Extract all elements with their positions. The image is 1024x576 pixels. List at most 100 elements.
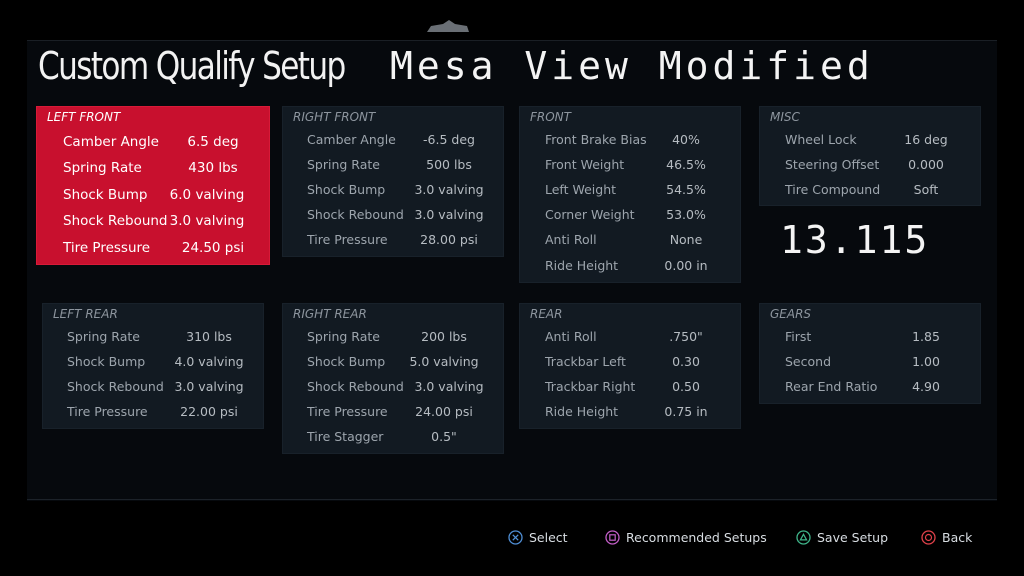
setting-row[interactable]: Spring Rate 200 lbs xyxy=(283,329,503,349)
setting-value: 1.00 xyxy=(912,354,940,369)
setting-label: Tire Pressure xyxy=(307,404,388,419)
setting-row[interactable]: Shock Bump 4.0 valving xyxy=(43,354,263,374)
setting-value: 0.5" xyxy=(431,429,457,444)
setting-value: 3.0 valving xyxy=(174,379,244,394)
setting-value: 0.30 xyxy=(672,354,700,369)
setting-value: 24.50 psi xyxy=(181,240,245,256)
setting-row[interactable]: Anti Roll None xyxy=(520,232,740,252)
select-label: Select xyxy=(529,530,568,545)
setting-row[interactable]: Tire Pressure 24.50 psi xyxy=(37,240,269,260)
setting-label: Shock Rebound xyxy=(67,379,164,394)
setting-row[interactable]: Trackbar Left 0.30 xyxy=(520,354,740,374)
select-button[interactable]: Select xyxy=(508,530,568,545)
setting-row[interactable]: Spring Rate 430 lbs xyxy=(37,160,269,180)
setting-value: 6.5 deg xyxy=(187,134,239,150)
recommended-setups-button[interactable]: Recommended Setups xyxy=(605,530,767,545)
setting-row[interactable]: Front Weight 46.5% xyxy=(520,157,740,177)
setting-row[interactable]: Left Weight 54.5% xyxy=(520,182,740,202)
page-title: Custom Qualify Setup xyxy=(38,44,346,88)
setting-value: 54.5% xyxy=(666,182,706,197)
setting-row[interactable]: Front Brake Bias 40% xyxy=(520,132,740,152)
panel-title: REAR xyxy=(530,307,563,321)
setting-label: Rear End Ratio xyxy=(785,379,878,394)
setting-row[interactable]: Shock Rebound 3.0 valving xyxy=(283,207,503,227)
setting-row[interactable]: Ride Height 0.00 in xyxy=(520,258,740,278)
setting-row[interactable]: Shock Rebound 3.0 valving xyxy=(283,379,503,399)
panel-left-front[interactable]: LEFT FRONT Camber Angle 6.5 deg Spring R… xyxy=(36,106,270,265)
setting-row[interactable]: Rear End Ratio 4.90 xyxy=(760,379,980,399)
setting-value: 310 lbs xyxy=(186,329,232,344)
setting-label: Shock Rebound xyxy=(63,213,168,229)
setting-value: 28.00 psi xyxy=(420,232,478,247)
setting-row[interactable]: Wheel Lock 16 deg xyxy=(760,132,980,152)
setting-label: Tire Pressure xyxy=(67,404,148,419)
setting-row[interactable]: Shock Bump 3.0 valving xyxy=(283,182,503,202)
setting-row[interactable]: Camber Angle -6.5 deg xyxy=(283,132,503,152)
setting-row[interactable]: Tire Compound Soft xyxy=(760,182,980,202)
setting-value: 22.00 psi xyxy=(180,404,238,419)
setting-value: Soft xyxy=(913,182,939,197)
setting-label: Shock Bump xyxy=(307,354,386,369)
setting-row[interactable]: Trackbar Right 0.50 xyxy=(520,379,740,399)
setting-row[interactable]: Spring Rate 310 lbs xyxy=(43,329,263,349)
panel-gears[interactable]: GEARS First 1.85 Second 1.00 Rear End Ra… xyxy=(759,303,981,404)
setting-value: 4.0 valving xyxy=(174,354,244,369)
panel-left-rear[interactable]: LEFT REAR Spring Rate 310 lbs Shock Bump… xyxy=(42,303,264,429)
setting-value: 3.0 valving xyxy=(414,182,484,197)
panel-right-front[interactable]: RIGHT FRONT Camber Angle -6.5 deg Spring… xyxy=(282,106,504,257)
setting-row[interactable]: Tire Stagger 0.5" xyxy=(283,429,503,449)
panel-front[interactable]: FRONT Front Brake Bias 40% Front Weight … xyxy=(519,106,741,283)
setting-row[interactable]: Corner Weight 53.0% xyxy=(520,207,740,227)
setting-value: 24.00 psi xyxy=(415,404,473,419)
setting-label: Camber Angle xyxy=(63,134,159,150)
setting-value: 500 lbs xyxy=(426,157,472,172)
setting-row[interactable]: Second 1.00 xyxy=(760,354,980,374)
save-setup-button[interactable]: Save Setup xyxy=(796,530,888,545)
setting-row[interactable]: Shock Rebound 3.0 valving xyxy=(37,213,269,233)
setting-row[interactable]: Spring Rate 500 lbs xyxy=(283,157,503,177)
setting-row[interactable]: Steering Offset 0.000 xyxy=(760,157,980,177)
panel-rear[interactable]: REAR Anti Roll .750" Trackbar Left 0.30 … xyxy=(519,303,741,429)
setting-label: Corner Weight xyxy=(545,207,635,222)
setting-row[interactable]: Ride Height 0.75 in xyxy=(520,404,740,424)
setting-row[interactable]: First 1.85 xyxy=(760,329,980,349)
setting-row[interactable]: Camber Angle 6.5 deg xyxy=(37,134,269,154)
panel-misc[interactable]: MISC Wheel Lock 16 deg Steering Offset 0… xyxy=(759,106,981,206)
panel-title: FRONT xyxy=(530,110,571,124)
setting-row[interactable]: Shock Rebound 3.0 valving xyxy=(43,379,263,399)
setting-label: Anti Roll xyxy=(545,232,597,247)
setting-label: Shock Bump xyxy=(307,182,386,197)
footer-divider xyxy=(27,499,997,500)
setting-value: 3.0 valving xyxy=(414,379,484,394)
back-button[interactable]: Back xyxy=(921,530,972,545)
save-setup-label: Save Setup xyxy=(817,530,889,545)
setting-value: 46.5% xyxy=(666,157,706,172)
panel-title: RIGHT REAR xyxy=(293,307,367,321)
setup-name: Mesa View Modified xyxy=(390,44,874,88)
setting-label: Spring Rate xyxy=(63,160,142,176)
setting-row[interactable]: Shock Bump 6.0 valving xyxy=(37,187,269,207)
setting-label: Anti Roll xyxy=(545,329,597,344)
recommended-setups-label: Recommended Setups xyxy=(626,530,767,545)
setting-row[interactable]: Anti Roll .750" xyxy=(520,329,740,349)
setting-label: Camber Angle xyxy=(307,132,396,147)
setting-label: Front Brake Bias xyxy=(545,132,647,147)
panel-title: MISC xyxy=(770,110,800,124)
setting-row[interactable]: Tire Pressure 22.00 psi xyxy=(43,404,263,424)
panel-title: LEFT FRONT xyxy=(47,110,121,124)
setting-row[interactable]: Shock Bump 5.0 valving xyxy=(283,354,503,374)
setting-label: Shock Bump xyxy=(67,354,146,369)
setting-value: 16 deg xyxy=(904,132,948,147)
setting-row[interactable]: Tire Pressure 24.00 psi xyxy=(283,404,503,424)
setting-value: 0.50 xyxy=(672,379,700,394)
circle-button-icon xyxy=(921,530,936,545)
setting-label: Shock Rebound xyxy=(307,207,404,222)
setting-label: Front Weight xyxy=(545,157,625,172)
setting-value: 3.0 valving xyxy=(414,207,484,222)
panel-title: RIGHT FRONT xyxy=(293,110,376,124)
setting-row[interactable]: Tire Pressure 28.00 psi xyxy=(283,232,503,252)
panel-right-rear[interactable]: RIGHT REAR Spring Rate 200 lbs Shock Bum… xyxy=(282,303,504,454)
setting-value: 53.0% xyxy=(666,207,706,222)
setting-value: None xyxy=(669,232,703,247)
setting-value: 0.000 xyxy=(908,157,944,172)
